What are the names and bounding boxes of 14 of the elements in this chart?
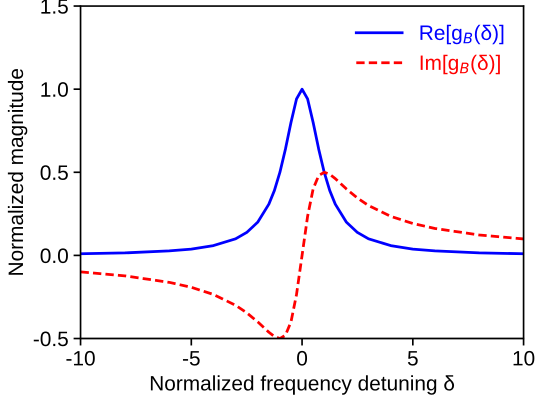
y-tick-label: 0.5 (40, 165, 68, 180)
legend-label: Im[g$_{B}$(δ)] (420, 54, 500, 74)
y-tick-label: -0.5 (34, 332, 68, 346)
y-tick-label: 1.0 (41, 82, 68, 97)
x-tick-label: -10 (66, 350, 95, 366)
line-series (80, 88, 524, 256)
x-axis-title: Normalized frequency detuning δ (150, 375, 454, 395)
legend-label: Re[g$_{B}$(δ)] (420, 24, 504, 44)
x-tick-label: -5 (182, 351, 200, 366)
x-tick-label: 10 (514, 350, 534, 366)
y-tick-label: 0.0 (40, 248, 68, 264)
y-axis-title: Normalized magnitude (8, 68, 28, 275)
x-tick-label: 0 (297, 350, 308, 366)
x-tick-label: 5 (408, 351, 418, 366)
